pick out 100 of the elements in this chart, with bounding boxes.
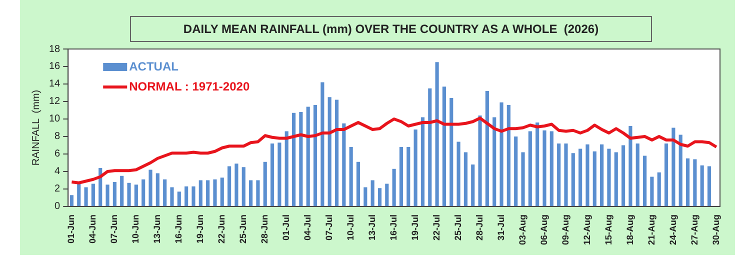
bar	[127, 182, 131, 206]
bar	[536, 122, 540, 206]
bar	[120, 176, 124, 206]
x-tick-label: 31-Jul	[496, 214, 506, 241]
y-tick-label: 10	[49, 114, 61, 125]
legend-label: NORMAL : 1971-2020	[129, 79, 250, 94]
bar	[607, 148, 611, 206]
legend-label: ACTUAL	[129, 59, 178, 74]
bar	[528, 131, 532, 206]
bar	[514, 136, 518, 206]
x-tick-label: 30-Aug	[710, 214, 721, 246]
bar	[299, 112, 303, 206]
bar	[156, 173, 160, 206]
bar	[592, 151, 596, 206]
bar	[700, 165, 704, 206]
bar	[334, 100, 339, 206]
x-tick-label: 27-Aug	[689, 214, 700, 246]
bar	[356, 162, 360, 206]
x-tick-label: 13-Jul	[367, 214, 378, 241]
bar	[206, 180, 210, 206]
bar	[586, 144, 590, 206]
x-tick-label: 21-Aug	[646, 214, 656, 246]
x-tick-label: 28-Jul	[474, 214, 485, 241]
bar	[506, 105, 510, 206]
bar	[478, 116, 482, 206]
bar	[70, 195, 74, 206]
bar	[492, 117, 496, 206]
bar	[84, 187, 88, 206]
bar	[435, 62, 439, 206]
bar	[707, 166, 712, 206]
bar	[471, 164, 475, 206]
x-tick-label: 16-Jun	[174, 214, 184, 244]
bar	[228, 166, 232, 206]
bar	[399, 147, 404, 206]
bar	[220, 178, 224, 206]
bar	[420, 117, 425, 206]
bar	[91, 184, 95, 206]
bar	[77, 184, 81, 206]
x-tick-label: 10-Jul	[346, 214, 356, 241]
bar	[256, 180, 260, 206]
bar	[500, 102, 504, 206]
x-tick-label: 04-Jul	[302, 214, 313, 241]
x-tick-label: 03-Aug	[517, 214, 528, 246]
chart-title: DAILY MEAN RAINFALL (mm) OVER THE COUNTRY AS A WHOLE (2026)	[130, 16, 652, 42]
x-tick-label: 04-Jun	[88, 214, 98, 244]
x-tick-label: 18-Aug	[624, 214, 635, 246]
x-tick-label: 07-Jul	[324, 214, 334, 241]
bar	[328, 97, 332, 206]
bar	[622, 145, 626, 206]
bar	[600, 144, 604, 206]
bar	[342, 123, 346, 206]
x-tick-label: 22-Jun	[216, 214, 227, 244]
bar	[320, 82, 324, 206]
x-tick-label: 15-Aug	[603, 214, 614, 246]
bar	[370, 180, 374, 206]
x-tick-label: 01-Jul	[281, 214, 292, 241]
x-tick-label: 22-Jul	[432, 214, 442, 241]
y-tick-label: 6	[54, 148, 61, 160]
x-tick-label: 16-Jul	[388, 214, 399, 241]
bar	[450, 98, 454, 206]
x-tick-label: 25-Jul	[453, 214, 464, 241]
bar	[278, 142, 282, 206]
bar	[163, 179, 167, 206]
bar	[686, 158, 690, 206]
bar	[614, 152, 618, 206]
bar	[385, 184, 389, 206]
bar	[184, 186, 188, 206]
bar	[406, 147, 410, 206]
bar	[521, 152, 525, 206]
x-tick-label: 28-Jun	[260, 214, 270, 244]
x-tick-label: 25-Jun	[238, 214, 248, 244]
bar	[557, 144, 561, 206]
bar	[414, 130, 418, 206]
bar	[456, 142, 460, 206]
bar	[442, 86, 446, 206]
bar	[292, 112, 296, 206]
bar	[249, 180, 253, 206]
y-axis-title: RAINFALL (mm)	[30, 90, 42, 166]
bar	[642, 156, 647, 206]
bar	[306, 106, 310, 206]
bar	[428, 88, 432, 206]
bar	[550, 131, 554, 206]
bar	[234, 164, 238, 206]
bar	[170, 187, 174, 206]
y-tick-label: 16	[49, 61, 61, 72]
x-tick-label: 01-Jun	[66, 214, 76, 244]
y-tick-label: 0	[54, 201, 61, 212]
bar	[378, 188, 382, 206]
bar	[664, 144, 668, 206]
y-tick-label: 18	[49, 44, 61, 55]
bar	[628, 126, 632, 206]
bar	[134, 184, 138, 206]
x-tick-label: 13-Jun	[152, 214, 162, 244]
x-tick-label: 07-Jun	[109, 214, 120, 244]
bar	[284, 131, 288, 206]
x-tick-label: 19-Jun	[195, 214, 206, 244]
x-tick-label: 24-Aug	[668, 214, 678, 246]
bar	[349, 147, 353, 206]
bar	[198, 180, 202, 206]
bar	[672, 128, 676, 206]
